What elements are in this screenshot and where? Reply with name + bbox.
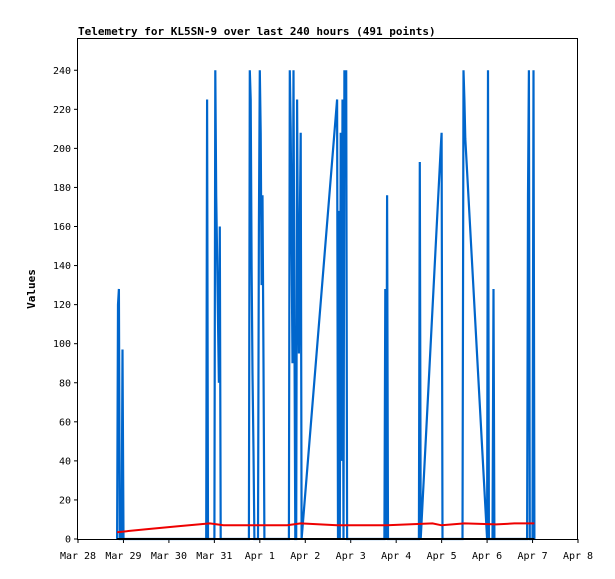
series-line-1 — [116, 70, 536, 541]
y-tick-label: 180 — [53, 183, 71, 194]
plot-frame — [77, 38, 578, 540]
x-tick-label: Apr 1 — [245, 551, 275, 562]
y-axis-label: Values — [25, 269, 38, 309]
y-tick-label: 40 — [59, 456, 71, 467]
series-layer — [116, 70, 536, 541]
y-tick-label: 0 — [65, 535, 71, 546]
y-tick-label: 220 — [53, 105, 71, 116]
x-tick-label: Apr 6 — [472, 551, 502, 562]
y-tick-label: 140 — [53, 261, 71, 272]
x-tick-label: Apr 8 — [563, 551, 593, 562]
y-tick-label: 100 — [53, 339, 71, 350]
y-tick-label: 80 — [59, 378, 71, 389]
x-axis: Mar 28 Mar 29 Mar 30 Mar 31 Apr 1 Apr 2 Apr 3 A… — [60, 539, 593, 562]
y-tick-label: 20 — [59, 495, 71, 506]
x-tick-label: Apr 7 — [517, 551, 547, 562]
y-tick-label: 240 — [53, 66, 71, 77]
x-tick-label: Apr 2 — [290, 551, 320, 562]
y-tick-label: 200 — [53, 144, 71, 155]
x-tick-label: Mar 29 — [105, 551, 141, 562]
y-tick-label: 120 — [53, 300, 71, 311]
series-line-2 — [116, 522, 535, 534]
x-tick-label: Mar 30 — [151, 551, 187, 562]
y-tick-label: 60 — [59, 417, 71, 428]
x-tick-label: Apr 5 — [427, 551, 457, 562]
y-tick-label: 160 — [53, 222, 71, 233]
chart-title: Telemetry for KL5SN-9 over last 240 hour… — [78, 25, 436, 38]
y-axis: 0 20 40 60 80 100 120 140 160 180 200 220 240 — [53, 66, 78, 546]
x-tick-label: Mar 31 — [196, 551, 232, 562]
x-tick-label: Apr 3 — [336, 551, 366, 562]
x-tick-label: Apr 4 — [381, 551, 411, 562]
x-tick-label: Mar 28 — [60, 551, 96, 562]
